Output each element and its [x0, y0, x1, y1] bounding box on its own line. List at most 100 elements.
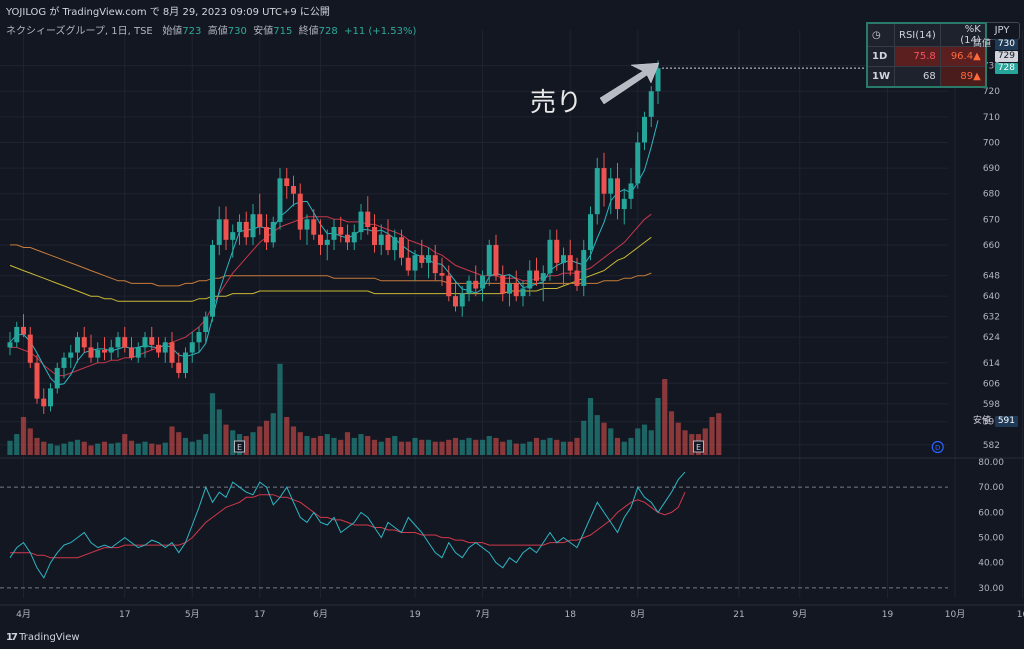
volume-bar — [547, 437, 553, 455]
candle-body — [547, 239, 553, 274]
volume-bar — [587, 398, 594, 455]
osc-tick-label: 60.00 — [978, 508, 1004, 518]
volume-bar — [668, 411, 675, 455]
candle-body — [95, 349, 101, 358]
candle-body — [358, 211, 364, 233]
volume-bar — [358, 434, 364, 455]
candle-body — [534, 270, 539, 281]
low-tag: 安値 — [972, 416, 991, 426]
candle-body — [291, 186, 296, 194]
time-tick-label: 6月 — [313, 609, 328, 620]
dividend-marker-icon — [931, 440, 944, 454]
volume-bar — [155, 444, 162, 455]
tradingview-logo-icon: 17 — [6, 632, 18, 643]
volume-bar — [594, 415, 600, 455]
time-tick-label: 7月 — [475, 609, 490, 620]
candle-body — [135, 347, 141, 358]
time-tick-label: 8月 — [630, 609, 645, 620]
rsi-header: RSI(14) — [894, 22, 941, 47]
rsi-line — [9, 471, 686, 579]
indicator-table: ◷ RSI(14) %K (14) 1D 75.8 96.4▲ 1W 68 89… — [866, 22, 987, 88]
volume-bar — [128, 440, 135, 455]
candle-body — [412, 255, 418, 271]
price-tick-label: 648 — [983, 272, 1000, 282]
volume-bar — [662, 379, 668, 455]
currency-button[interactable]: JPY — [984, 22, 1020, 40]
volume-bar — [574, 437, 580, 455]
volume-bar — [398, 441, 405, 455]
volume-bar — [189, 441, 195, 455]
candle-body — [642, 116, 647, 143]
candle-body — [378, 234, 384, 245]
price-tick-label: 632 — [983, 313, 1000, 323]
volume-bar — [608, 428, 614, 455]
volume-bar — [122, 434, 128, 455]
candle-body — [594, 168, 600, 215]
candle-body — [540, 273, 546, 281]
candle-body — [419, 255, 425, 263]
osc-tick-label: 50.00 — [978, 534, 1004, 544]
price-tick-label: 582 — [983, 441, 1000, 451]
volume-bar — [500, 441, 506, 455]
earnings-marker-label: E — [696, 443, 701, 452]
volume-bar — [149, 443, 155, 455]
candle-body — [257, 214, 263, 228]
volume-bar — [378, 441, 384, 455]
volume-bar — [257, 426, 263, 455]
volume-bar — [88, 445, 94, 455]
volume-bar — [554, 439, 560, 455]
time-tick-label: 4月 — [16, 609, 31, 620]
volume-bar — [614, 437, 621, 455]
volume-bar — [560, 441, 567, 455]
volume-bar — [41, 441, 47, 455]
candle-body — [473, 280, 479, 289]
volume-bar — [459, 439, 465, 455]
volume-bar — [27, 428, 33, 455]
volume-bar — [223, 424, 229, 455]
volume-bar — [655, 398, 661, 455]
volume-bar — [338, 439, 344, 455]
volume-bar — [68, 441, 74, 455]
candle-body — [574, 270, 580, 286]
volume-bar — [641, 424, 648, 455]
volume-bar — [628, 437, 634, 455]
time-tick-label: 21 — [733, 610, 744, 620]
candle-body — [14, 326, 20, 343]
volume-bar — [581, 420, 587, 455]
row-tf-1d: 1D — [866, 46, 895, 67]
volume-bar — [567, 441, 573, 455]
volume-bar — [47, 443, 54, 455]
candle-body — [621, 198, 627, 210]
price-tick-label: 624 — [983, 333, 1000, 343]
candle-body — [426, 255, 431, 263]
earnings-marker — [693, 440, 704, 453]
volume-bar — [74, 439, 81, 455]
osc-tick-label: 80.00 — [978, 458, 1004, 468]
candle-body — [108, 347, 114, 353]
candle-body — [554, 239, 560, 263]
price-tick-label: 710 — [983, 113, 1000, 123]
open-label: 始値 — [162, 26, 183, 37]
candle-body — [230, 232, 236, 240]
volume-bar — [365, 436, 371, 455]
high-price-label: 730 — [994, 39, 1018, 50]
candle-body — [655, 68, 661, 92]
volume-bar — [101, 441, 108, 455]
volume-bar — [297, 432, 303, 455]
candle-body — [176, 362, 182, 374]
candle-body — [628, 183, 634, 199]
volume-bar — [290, 426, 297, 455]
candle-body — [486, 244, 492, 276]
price-tick-label: 730 — [983, 62, 1000, 72]
candle-body — [601, 168, 607, 194]
price-tick-label: 591 — [983, 418, 1000, 428]
volume-bar — [486, 436, 492, 455]
candle-body — [223, 219, 229, 240]
candle-body — [34, 362, 40, 399]
close-label: 終値 — [298, 26, 319, 37]
candle-body — [615, 178, 620, 210]
volume-bar — [162, 442, 168, 455]
dividend-marker-label: D — [935, 444, 940, 452]
candle-body — [68, 352, 74, 358]
